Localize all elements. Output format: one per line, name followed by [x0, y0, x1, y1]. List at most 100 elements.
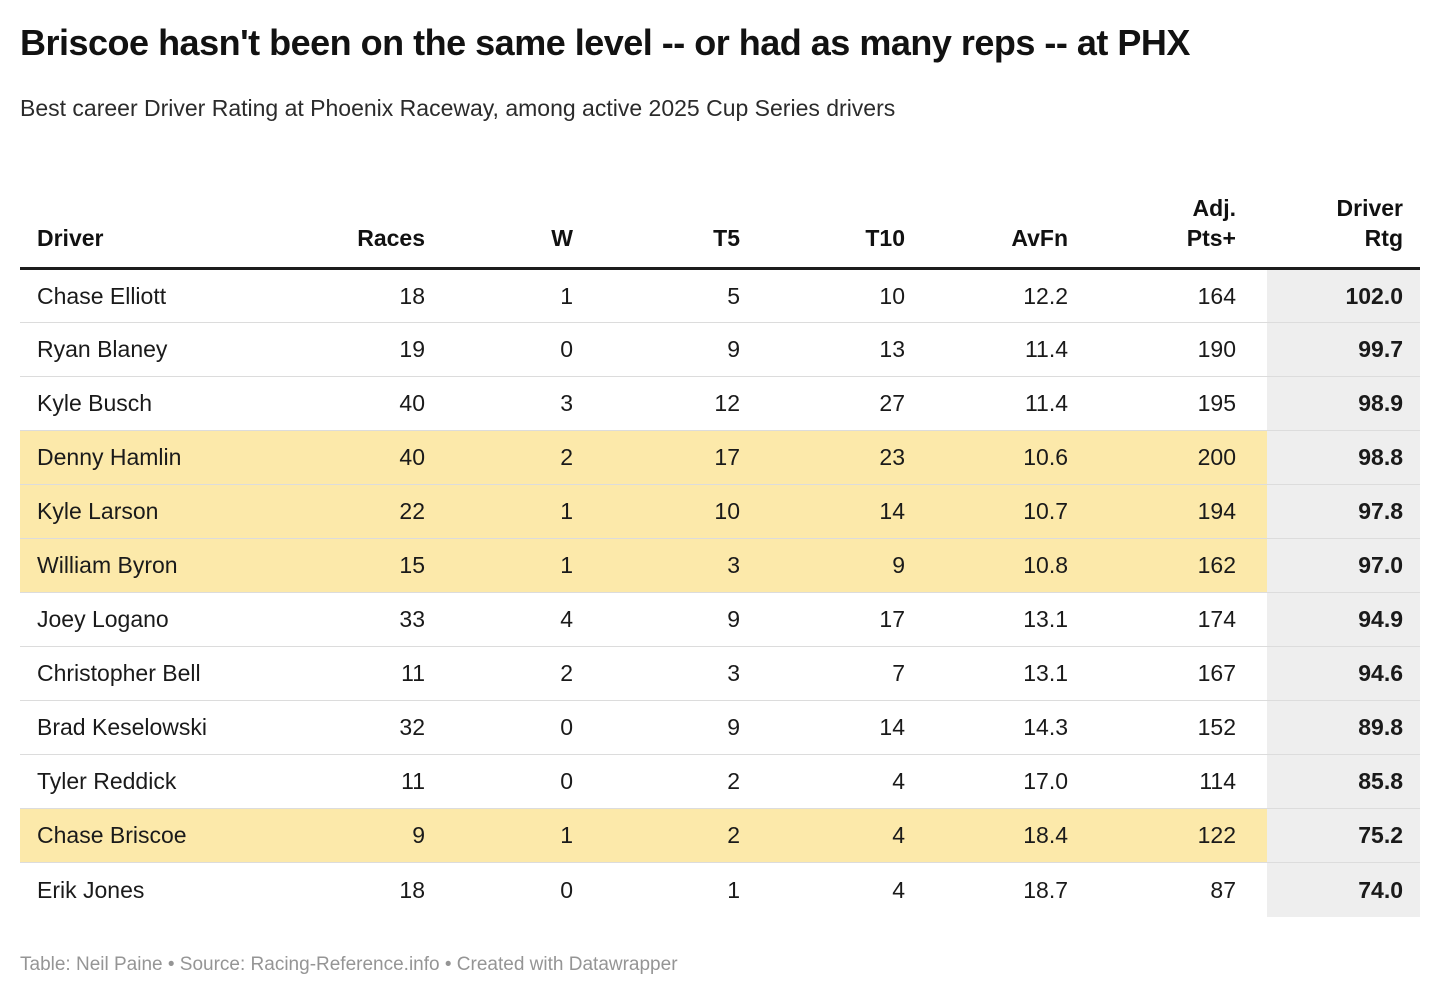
cell-driver_rtg: 98.9 [1267, 376, 1420, 432]
cell-t5: 2 [585, 754, 752, 810]
cell-t10: 4 [892, 876, 905, 903]
cell-races: 22 [325, 484, 437, 540]
cell-avfn: 14.3 [917, 700, 1080, 756]
cell-w: 1 [437, 808, 585, 864]
page-title: Briscoe hasn't been on the same level --… [20, 22, 1190, 63]
cell-w: 1 [437, 484, 585, 540]
cell-races: 9 [325, 808, 437, 864]
cell-driver_rtg: 97.0 [1267, 538, 1420, 594]
cell-driver: Ryan Blaney [20, 322, 325, 378]
column-header-w: W [437, 172, 585, 271]
cell-adj_pts: 164 [1080, 268, 1267, 324]
cell-driver_rtg: 74.0 [1267, 862, 1420, 917]
cell-adj_pts: 167 [1080, 646, 1267, 702]
cell-t10: 4 [752, 808, 917, 864]
table-row: Erik Jones 18 0 1 4 18.7 87 74.0 [20, 862, 1420, 917]
cell-avfn: 11.4 [917, 322, 1080, 378]
cell-adj_pts: 194 [1080, 484, 1267, 540]
table-row: Joey Logano 33 4 9 17 13.1 174 94.9 [20, 592, 1420, 648]
cell-driver: Denny Hamlin [20, 430, 325, 486]
cell-driver_rtg: 94.6 [1267, 646, 1420, 702]
cell-w: 4 [437, 592, 585, 648]
cell-t5: 10 [585, 484, 752, 540]
table-row: Chase Elliott 18 1 5 10 12.2 164 102.0 [20, 268, 1420, 324]
header-row: Driver Races W T5 T10 AvFn Adj. Pts+ Driver Rtg [20, 172, 1420, 271]
cell-driver: Chase Briscoe [20, 808, 325, 864]
cell-driver_rtg: 99.7 [1267, 322, 1420, 378]
cell-avfn: 17.0 [917, 754, 1080, 810]
cell-t5: 9 [585, 322, 752, 378]
cell-t5: 1 [727, 876, 740, 903]
cell-avfn: 13.1 [917, 646, 1080, 702]
cell-races: 40 [325, 376, 437, 432]
attribution-footer: Table: Neil Paine • Source: Racing-Refer… [20, 953, 678, 975]
cell-races: 18 [325, 268, 437, 324]
cell-w: 3 [437, 376, 585, 432]
cell-w: 0 [437, 322, 585, 378]
cell-adj_pts: 87 [1210, 876, 1236, 903]
cell-races: 19 [325, 322, 437, 378]
cell-t10: 17 [752, 592, 917, 648]
cell-t5: 12 [585, 376, 752, 432]
cell-races: 15 [325, 538, 437, 594]
cell-t5: 9 [585, 592, 752, 648]
column-header-races: Races [325, 172, 437, 271]
cell-w: 0 [437, 754, 585, 810]
cell-races: 33 [325, 592, 437, 648]
cell-avfn: 18.4 [917, 808, 1080, 864]
cell-adj_pts: 200 [1080, 430, 1267, 486]
column-header-t10: T10 [752, 172, 917, 271]
cell-avfn: 12.2 [917, 268, 1080, 324]
table-row: Brad Keselowski 32 0 9 14 14.3 152 89.8 [20, 700, 1420, 756]
table-row: Chase Briscoe 9 1 2 4 18.4 122 75.2 [20, 808, 1420, 864]
cell-t10: 10 [752, 268, 917, 324]
cell-adj_pts: 174 [1080, 592, 1267, 648]
cell-t10: 27 [752, 376, 917, 432]
cell-driver_rtg: 102.0 [1267, 268, 1420, 324]
cell-t5: 3 [585, 646, 752, 702]
cell-driver_rtg: 89.8 [1267, 700, 1420, 756]
cell-adj_pts: 122 [1080, 808, 1267, 864]
cell-driver: Erik Jones [37, 876, 145, 903]
cell-t10: 13 [752, 322, 917, 378]
cell-t5: 3 [585, 538, 752, 594]
cell-driver_rtg: 97.8 [1267, 484, 1420, 540]
cell-driver: Kyle Busch [20, 376, 325, 432]
cell-adj_pts: 162 [1080, 538, 1267, 594]
cell-w: 0 [437, 700, 585, 756]
driver-rating-table: Driver Races W T5 T10 AvFn Adj. Pts+ Driver Rtg… [20, 172, 1420, 917]
cell-t10: 23 [752, 430, 917, 486]
cell-driver: Christopher Bell [20, 646, 325, 702]
cell-w: 0 [560, 876, 573, 903]
column-header-avfn: AvFn [917, 172, 1080, 271]
column-header-adj_pts: Adj. Pts+ [1080, 172, 1267, 271]
cell-t5: 17 [585, 430, 752, 486]
table-row: William Byron 15 1 3 9 10.8 162 97.0 [20, 538, 1420, 594]
cell-driver_rtg: 94.9 [1267, 592, 1420, 648]
cell-adj_pts: 190 [1080, 322, 1267, 378]
cell-driver_rtg: 98.8 [1267, 430, 1420, 486]
cell-adj_pts: 152 [1080, 700, 1267, 756]
column-header-t5: T5 [585, 172, 752, 271]
cell-t10: 7 [752, 646, 917, 702]
cell-t10: 4 [752, 754, 917, 810]
table-body: Chase Elliott 18 1 5 10 12.2 164 102.0 Ryan Blan… [20, 268, 1420, 917]
cell-avfn: 18.7 [1023, 876, 1068, 903]
cell-t5: 9 [585, 700, 752, 756]
table-row: Kyle Busch 40 3 12 27 11.4 195 98.9 [20, 376, 1420, 432]
page: Briscoe hasn't been on the same level --… [20, 22, 1420, 975]
cell-races: 11 [325, 646, 437, 702]
table-row: Tyler Reddick 11 0 2 4 17.0 114 85.8 [20, 754, 1420, 810]
cell-driver: Kyle Larson [20, 484, 325, 540]
cell-races: 40 [325, 430, 437, 486]
cell-avfn: 10.8 [917, 538, 1080, 594]
column-header-driver: Driver [20, 172, 325, 271]
cell-races: 32 [325, 700, 437, 756]
table-row: Christopher Bell 11 2 3 7 13.1 167 94.6 [20, 646, 1420, 702]
cell-driver: Brad Keselowski [20, 700, 325, 756]
cell-driver_rtg: 75.2 [1267, 808, 1420, 864]
cell-w: 1 [437, 268, 585, 324]
cell-avfn: 13.1 [917, 592, 1080, 648]
cell-avfn: 10.6 [917, 430, 1080, 486]
cell-adj_pts: 195 [1080, 376, 1267, 432]
